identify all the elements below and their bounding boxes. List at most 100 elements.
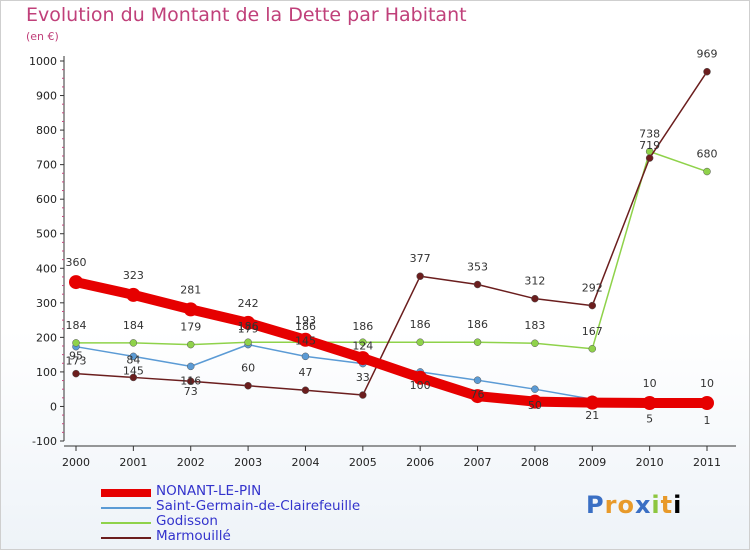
x-tick-label: 2006 xyxy=(406,456,434,469)
data-point[interactable] xyxy=(129,373,138,382)
legend-label: Godisson xyxy=(156,513,218,529)
x-tick-label: 2003 xyxy=(234,456,262,469)
legend-label: Saint-Germain-de-Clairefeuille xyxy=(156,498,361,514)
x-tick-label: 2000 xyxy=(62,456,90,469)
data-label: 76 xyxy=(471,388,485,401)
y-tick-label: 300 xyxy=(36,297,57,310)
data-label: 73 xyxy=(184,385,198,398)
data-point[interactable] xyxy=(585,395,600,410)
data-label: 353 xyxy=(467,261,488,274)
x-tick-label: 2009 xyxy=(578,456,606,469)
x-tick-label: 2005 xyxy=(349,456,377,469)
legend-label: NONANT-LE-PIN xyxy=(156,483,262,499)
y-tick-label: 200 xyxy=(36,331,57,344)
series-2 xyxy=(72,147,711,353)
line-chart: -100 0 100 200 300 400 500 600 700 800 900 1000 2000… xyxy=(29,48,736,469)
proxiti-logo: Proxiti xyxy=(586,491,683,519)
data-point[interactable] xyxy=(473,280,482,289)
x-tick-label: 2011 xyxy=(693,456,721,469)
x-tick-label: 2001 xyxy=(119,456,147,469)
data-label: 5 xyxy=(646,413,653,426)
y-tick-label: 800 xyxy=(36,124,57,137)
data-label: 184 xyxy=(66,319,87,332)
legend-swatch xyxy=(101,506,151,509)
legend-swatch xyxy=(101,536,151,539)
data-point[interactable] xyxy=(416,338,424,346)
data-point[interactable] xyxy=(72,369,80,378)
data-point[interactable] xyxy=(588,345,597,353)
data-point[interactable] xyxy=(531,385,539,393)
data-label: 680 xyxy=(697,148,718,161)
data-point[interactable] xyxy=(642,396,657,410)
data-point[interactable] xyxy=(355,351,370,366)
data-point[interactable] xyxy=(186,362,195,371)
data-label: 969 xyxy=(697,48,718,61)
series-line xyxy=(75,70,708,396)
x-tick-label: 2002 xyxy=(177,456,205,469)
data-point[interactable] xyxy=(359,338,367,346)
data-label: 184 xyxy=(123,319,144,332)
data-point[interactable] xyxy=(359,391,367,399)
data-label: 281 xyxy=(180,283,201,296)
data-label: 1 xyxy=(704,414,711,427)
data-label: 377 xyxy=(410,252,431,265)
data-label: 50 xyxy=(528,399,542,412)
y-tick-label: -100 xyxy=(32,435,57,448)
data-label: 21 xyxy=(585,409,599,422)
data-point[interactable] xyxy=(413,370,428,385)
data-label: 145 xyxy=(295,334,316,347)
series-3 xyxy=(72,67,711,399)
data-label: 193 xyxy=(295,314,316,327)
series-line xyxy=(75,343,708,407)
data-point[interactable] xyxy=(186,377,195,385)
data-point[interactable] xyxy=(298,332,313,347)
data-label: 145 xyxy=(123,364,144,377)
chart-title: Evolution du Montant de la Dette par Hab… xyxy=(26,4,467,26)
data-point[interactable] xyxy=(645,154,654,162)
data-point[interactable] xyxy=(470,389,485,404)
data-point[interactable] xyxy=(126,287,141,302)
y-tick-label: 0 xyxy=(50,400,57,413)
data-label: 116 xyxy=(180,374,201,387)
data-point[interactable] xyxy=(531,294,539,303)
data-label: 10 xyxy=(643,377,657,390)
data-label: 186 xyxy=(467,318,488,331)
data-point[interactable] xyxy=(183,302,198,317)
data-label: 124 xyxy=(352,340,373,353)
y-tick-label: 600 xyxy=(36,193,57,206)
x-tick-label: 2007 xyxy=(464,456,492,469)
data-point[interactable] xyxy=(700,396,714,410)
y-tick-label: 400 xyxy=(36,262,57,275)
chart-subtitle: (en €) xyxy=(26,30,59,43)
data-point[interactable] xyxy=(473,376,482,384)
data-point[interactable] xyxy=(186,340,195,349)
data-label: 47 xyxy=(298,366,312,379)
data-point[interactable] xyxy=(69,275,83,290)
data-point[interactable] xyxy=(244,338,252,346)
data-point[interactable] xyxy=(588,301,597,310)
data-point[interactable] xyxy=(129,339,138,347)
x-tick-label: 2010 xyxy=(636,456,664,469)
data-point[interactable] xyxy=(241,315,256,330)
data-point[interactable] xyxy=(703,167,711,176)
data-point[interactable] xyxy=(531,339,539,347)
data-point[interactable] xyxy=(473,338,482,346)
data-point[interactable] xyxy=(129,352,138,361)
data-point[interactable] xyxy=(244,381,252,390)
data-point[interactable] xyxy=(416,272,424,280)
y-tick-label: 500 xyxy=(36,228,57,241)
data-point[interactable] xyxy=(72,339,80,347)
x-tick-label: 2008 xyxy=(521,456,549,469)
data-point[interactable] xyxy=(301,386,310,394)
data-label: 323 xyxy=(123,269,144,282)
y-tick-label: 1000 xyxy=(29,55,57,68)
y-tick-label: 900 xyxy=(36,90,57,103)
y-tick-label: 700 xyxy=(36,159,57,172)
data-point[interactable] xyxy=(527,394,542,409)
data-label: 186 xyxy=(238,320,259,333)
data-label: 10 xyxy=(700,377,714,390)
data-point[interactable] xyxy=(301,352,310,361)
data-point[interactable] xyxy=(703,67,711,76)
